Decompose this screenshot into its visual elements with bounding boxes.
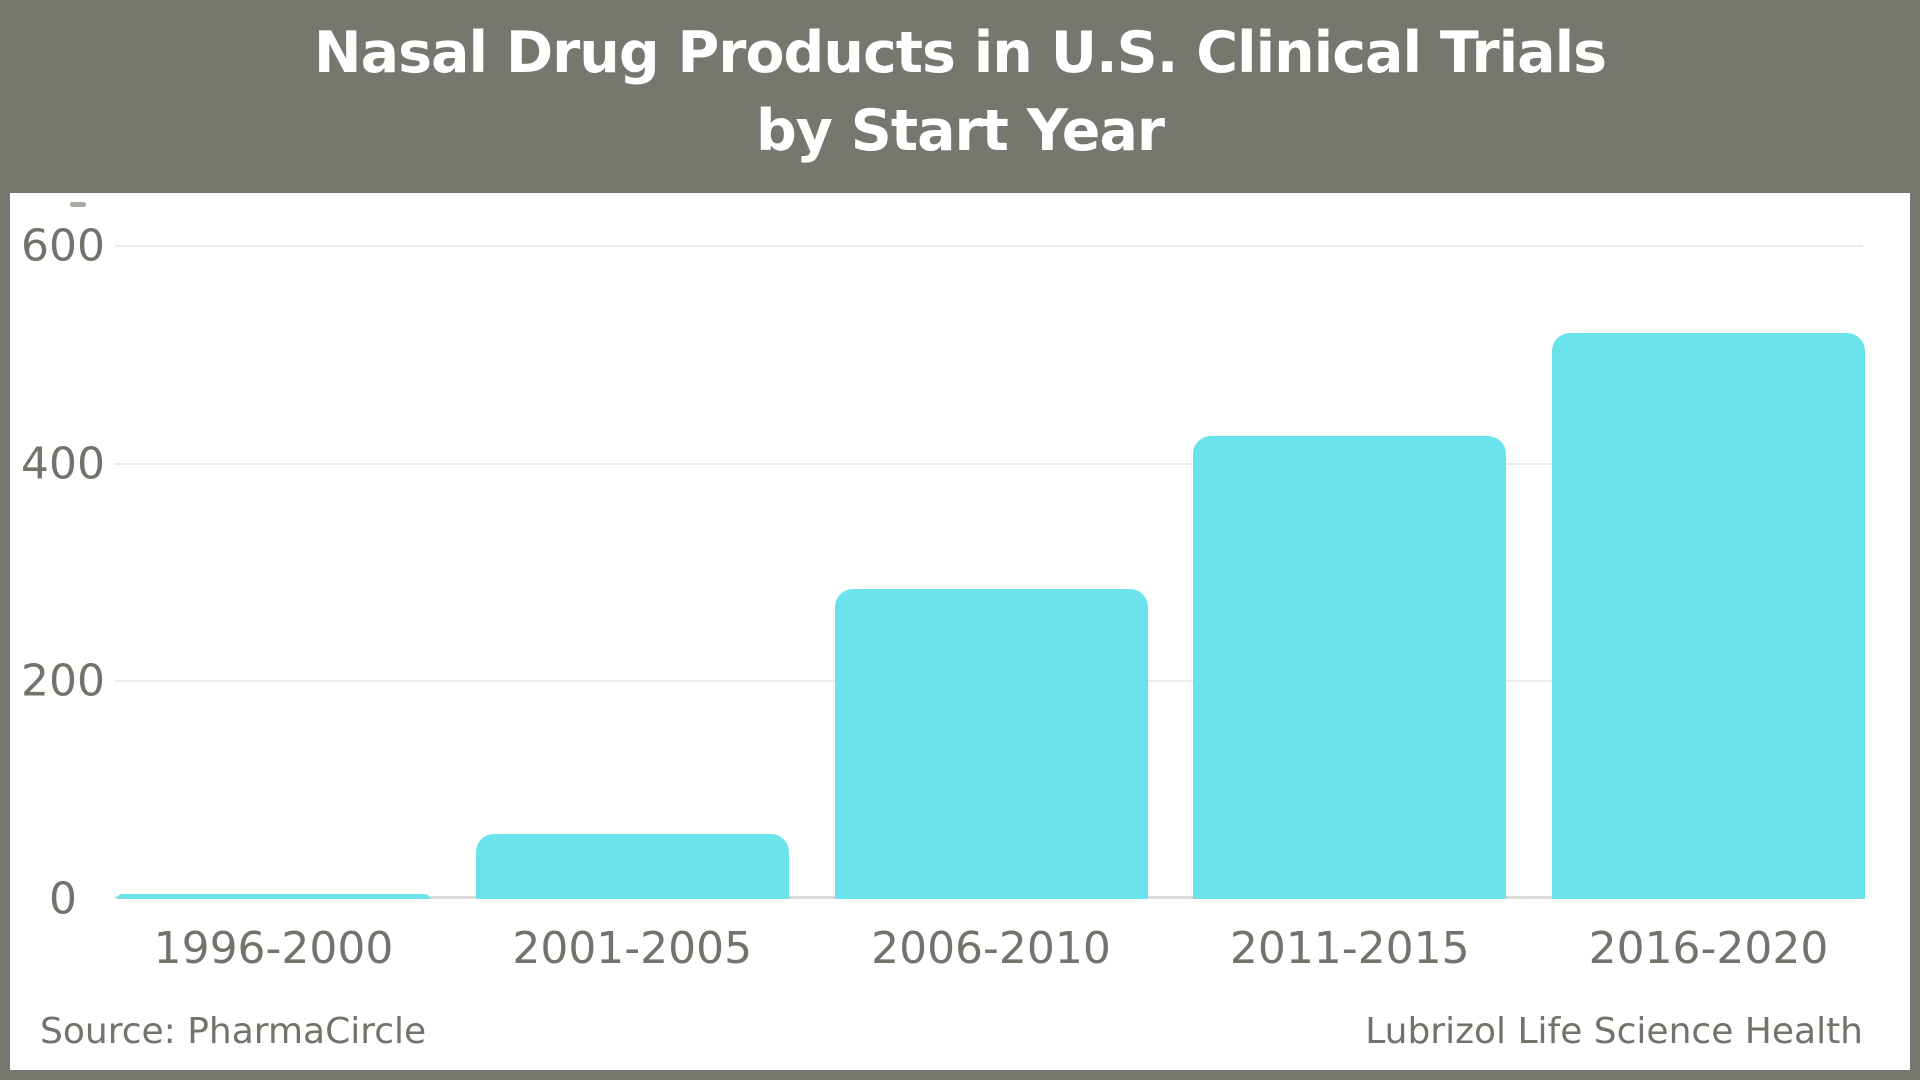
x-tick-label-1996-2000: 1996-2000 [153,923,394,974]
bar-2016-2020 [1552,333,1865,899]
x-tick-label-2011-2015: 2011-2015 [1229,923,1470,974]
bar-2001-2005 [475,833,789,899]
gridline-600 [115,245,1863,247]
source-credit: Source: PharmaCircle [40,1011,427,1052]
bar-1996-2000 [117,893,430,899]
brand-credit: Lubrizol Life Science Health [1365,1011,1863,1052]
y-tick-label-200: 200 [21,655,105,707]
y-tick-label-600: 600 [21,220,105,272]
cropped-tick-artifact [70,202,86,207]
y-tick-label-400: 400 [21,438,105,490]
chart-title: Nasal Drug Products in U.S. Clinical Tri… [0,0,1920,170]
x-tick-label-2016-2020: 2016-2020 [1588,923,1829,974]
chart-header: Nasal Drug Products in U.S. Clinical Tri… [0,0,1920,193]
plot-panel: 0 200 400 600 1996-2000 2001-2005 2006-2010 201… [10,193,1910,1070]
x-tick-label-2001-2005: 2001-2005 [512,923,753,974]
x-tick-label-2006-2010: 2006-2010 [871,923,1111,974]
gridline-400 [115,462,1863,465]
bar-2006-2010 [834,588,1148,899]
bar-2011-2015 [1193,436,1507,899]
y-tick-label-0: 0 [49,873,77,925]
chart-title-line-1: Nasal Drug Products in U.S. Clinical Tri… [313,20,1607,86]
chart-title-line-2: by Start Year [755,98,1165,164]
